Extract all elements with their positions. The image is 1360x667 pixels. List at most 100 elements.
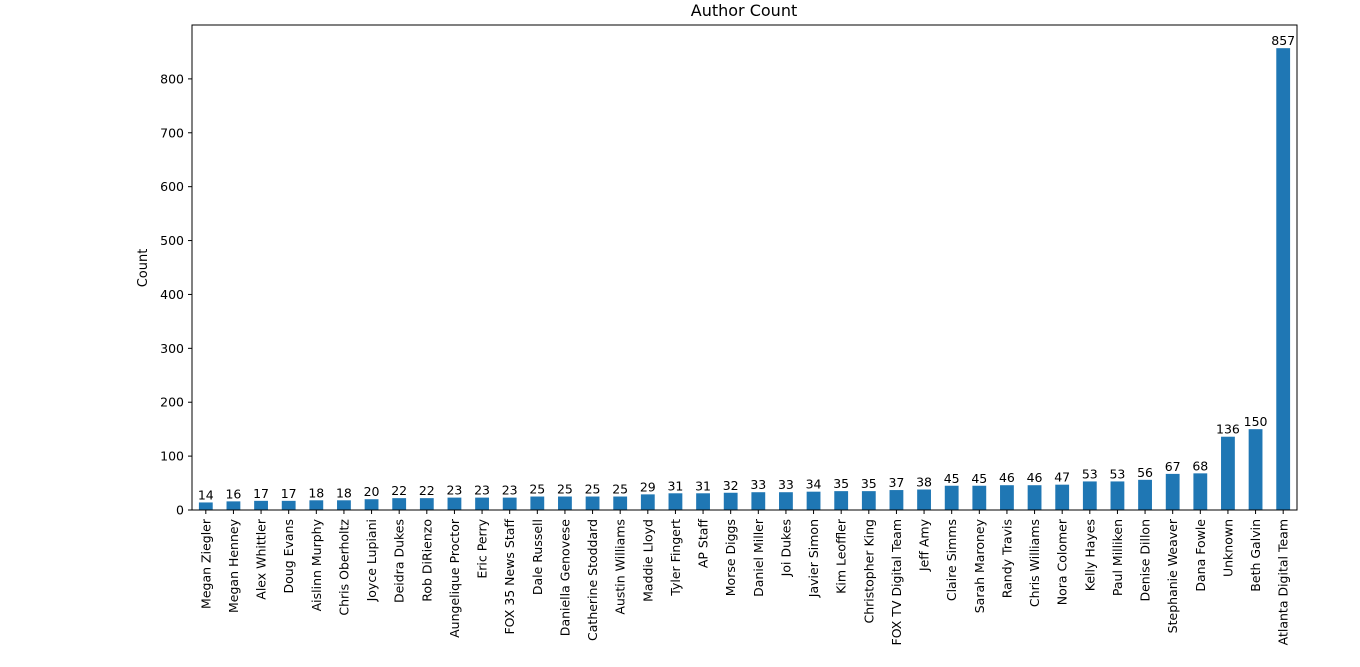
x-tick-label: Megan Ziegler — [198, 518, 213, 609]
bar-value-label: 857 — [1271, 33, 1295, 48]
y-tick-label: 800 — [160, 71, 184, 86]
bar — [530, 496, 545, 510]
bar-value-label: 22 — [419, 483, 435, 498]
x-tick-label: Chris Williams — [1027, 519, 1042, 607]
bar — [1082, 481, 1097, 510]
bar-value-label: 33 — [750, 477, 766, 492]
bar — [640, 494, 655, 510]
y-tick-label: 300 — [160, 341, 184, 356]
bar-value-label: 17 — [253, 486, 269, 501]
x-tick-label: Dana Fowle — [1193, 519, 1208, 592]
y-tick-label: 400 — [160, 287, 184, 302]
bar-value-label: 53 — [1082, 466, 1098, 481]
bar — [1276, 48, 1291, 511]
bar-value-label: 25 — [585, 482, 601, 497]
x-tick-label: Stephanie Weaver — [1165, 518, 1180, 633]
x-tick-label: Dale Russell — [530, 519, 545, 595]
bar-value-label: 25 — [557, 482, 573, 497]
x-tick-label: Kelly Hayes — [1082, 519, 1097, 591]
bar-value-label: 20 — [364, 484, 380, 499]
chart-title: Author Count — [691, 1, 797, 20]
x-tick-label: Catherine Stoddard — [585, 519, 600, 641]
x-tick-label: Aislinn Murphy — [309, 518, 324, 611]
x-tick-label: Doug Evans — [281, 519, 296, 594]
bar-value-label: 22 — [391, 483, 407, 498]
x-tick-label: Christopher King — [861, 519, 876, 624]
x-tick-label: FOX 35 News Staff — [502, 519, 517, 635]
y-axis-label: Count — [136, 249, 151, 288]
bar — [613, 496, 628, 510]
bar-value-label: 33 — [778, 477, 794, 492]
bar — [1027, 485, 1042, 510]
x-tick-label: Austin Williams — [613, 519, 628, 615]
bar — [502, 497, 517, 510]
bar — [475, 497, 489, 510]
bar-value-label: 16 — [225, 486, 241, 501]
bar-value-label: 35 — [861, 476, 877, 491]
bar — [723, 492, 738, 510]
x-tick-label: FOX TV Digital Team — [889, 519, 904, 645]
x-tick-label: AP Staff — [696, 519, 711, 569]
bar — [1248, 429, 1263, 510]
bar — [419, 498, 434, 510]
x-tick-label: Beth Galvin — [1248, 519, 1263, 592]
bar-value-label: 45 — [944, 471, 960, 486]
bar-value-label: 47 — [1054, 470, 1070, 485]
x-tick-label: Morse Diggs — [723, 519, 738, 596]
x-tick-label: Atlanta Digital Team — [1276, 519, 1291, 645]
bar — [1138, 479, 1152, 510]
bar-value-label: 53 — [1109, 466, 1125, 481]
bar-value-label: 67 — [1165, 459, 1181, 474]
bar-value-label: 68 — [1192, 458, 1208, 473]
x-tick-label: Jeff Amy — [917, 518, 932, 572]
x-tick-label: Randy Travis — [999, 519, 1014, 598]
bar — [806, 491, 821, 510]
bar-value-label: 31 — [695, 478, 711, 493]
bar — [198, 502, 213, 510]
x-tick-label: Unknown — [1220, 519, 1235, 577]
bar — [1165, 473, 1180, 510]
bar-value-label: 31 — [667, 478, 683, 493]
bar-value-label: 18 — [308, 485, 324, 500]
x-tick-label: Megan Henney — [226, 518, 241, 613]
bar — [972, 485, 987, 510]
y-tick-label: 700 — [160, 125, 184, 140]
x-tick-label: Claire Simms — [944, 519, 959, 601]
bar — [834, 491, 849, 510]
y-tick-label: 0 — [176, 503, 184, 518]
bar-value-label: 136 — [1216, 422, 1240, 437]
x-tick-label: Joi Dukes — [778, 519, 793, 577]
x-tick-label: Denise Dillon — [1138, 519, 1153, 602]
bar — [779, 492, 793, 510]
bar-value-label: 45 — [971, 471, 987, 486]
bar-value-label: 23 — [474, 483, 490, 498]
bar — [1221, 436, 1235, 510]
x-tick-label: Sarah Maroney — [972, 518, 987, 613]
y-tick-label: 600 — [160, 179, 184, 194]
bar — [447, 497, 462, 510]
bar-value-label: 18 — [336, 485, 352, 500]
y-tick-label: 500 — [160, 233, 184, 248]
x-tick-label: Nora Colomer — [1055, 518, 1070, 605]
bar — [392, 498, 407, 510]
x-tick-label: Aungelique Proctor — [447, 518, 462, 638]
bar-value-label: 46 — [999, 470, 1015, 485]
bar-value-label: 56 — [1137, 465, 1153, 480]
x-tick-label: Joyce Lupiani — [364, 519, 379, 602]
x-tick-label: Javier Simon — [806, 519, 821, 598]
x-tick-label: Chris Oberholtz — [336, 519, 351, 616]
bar — [668, 493, 683, 510]
x-tick-label: Tyler Fingert — [668, 519, 683, 597]
y-tick-label: 100 — [160, 449, 184, 464]
x-tick-label: Daniella Genovese — [557, 519, 572, 636]
bar — [1110, 481, 1125, 510]
bar — [696, 493, 710, 510]
bar — [337, 500, 351, 510]
x-tick-label: Deidra Dukes — [392, 519, 407, 603]
bar-value-label: 34 — [806, 477, 822, 492]
x-tick-label: Eric Perry — [475, 518, 490, 578]
bar-value-label: 17 — [281, 486, 297, 501]
y-tick-label: 200 — [160, 395, 184, 410]
bar-value-label: 35 — [833, 476, 849, 491]
